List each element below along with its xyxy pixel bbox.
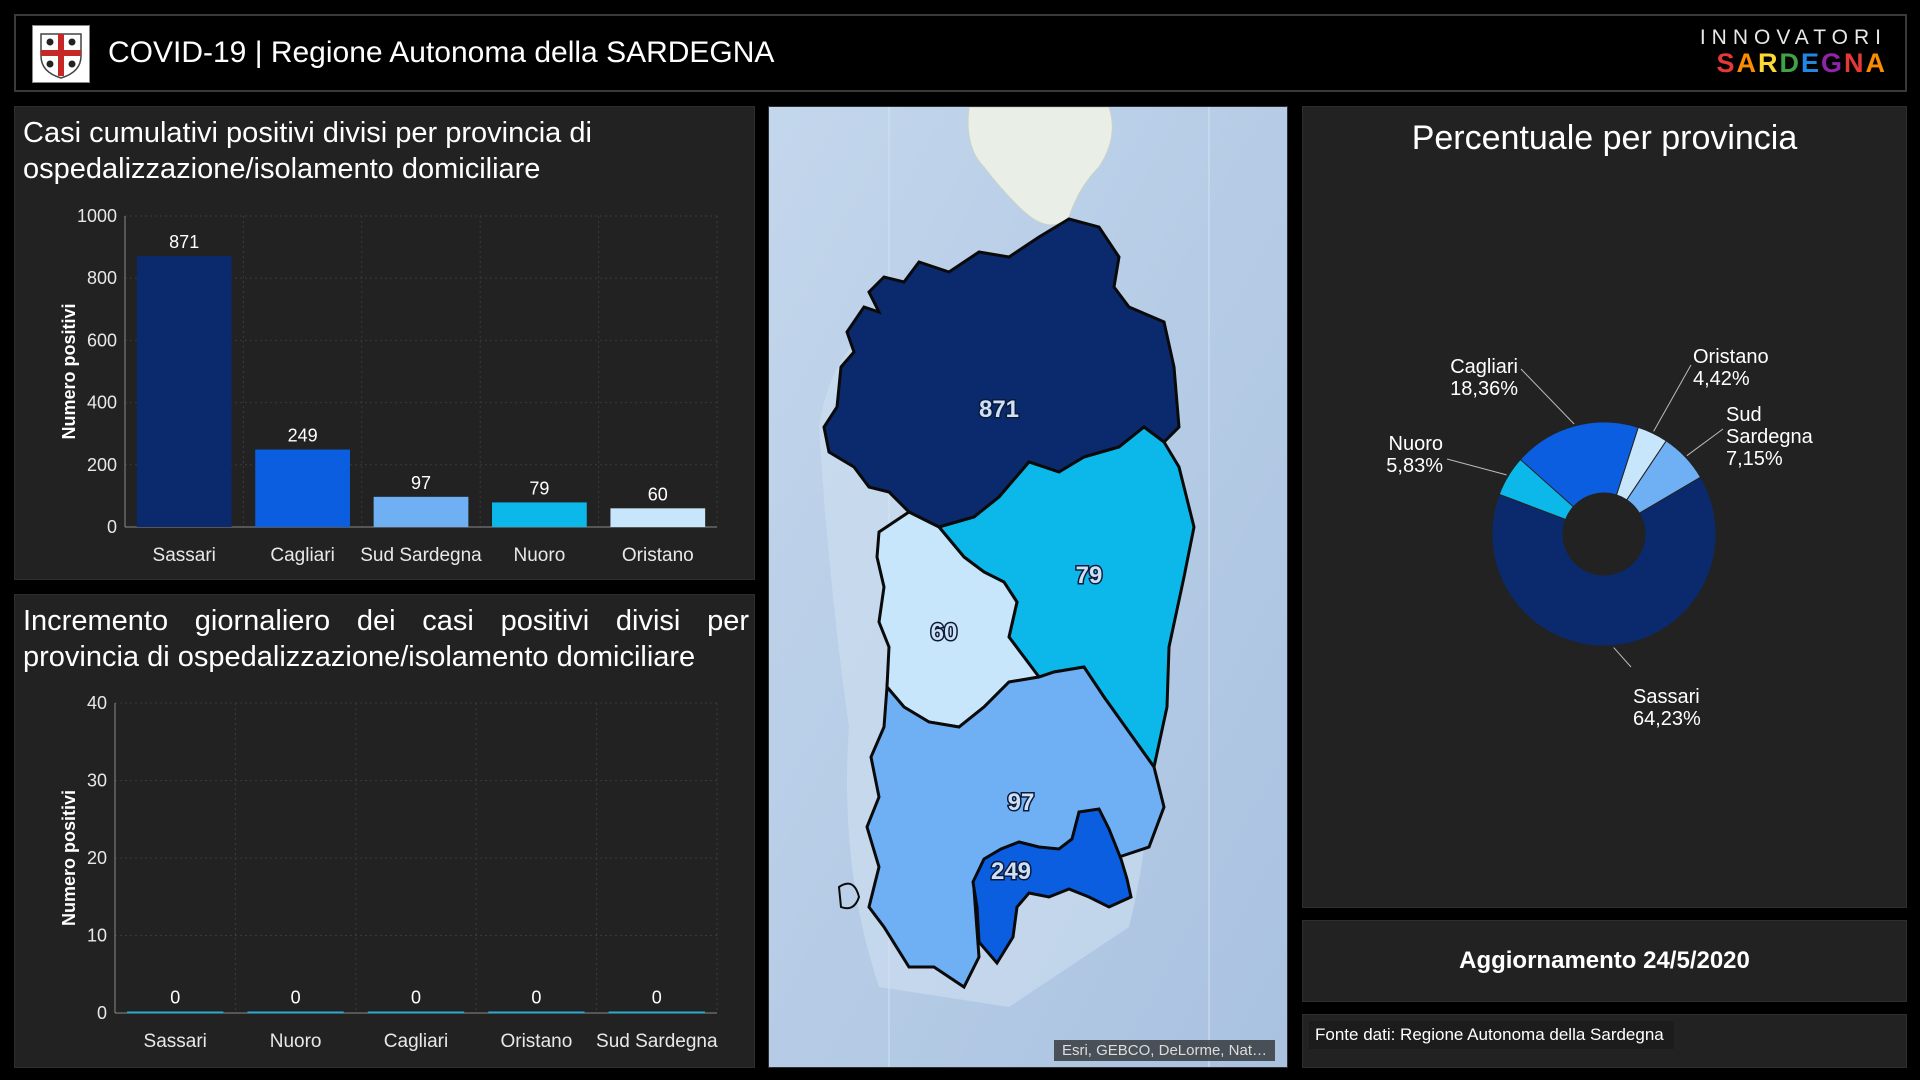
y-tick-label: 0	[97, 1003, 107, 1023]
x-tick-label: Sassari	[153, 545, 216, 566]
province-donut-chart[interactable]: Sassari 64,23% Nuoro 5,83%Cagliari 18,36% Ori…	[1303, 107, 1908, 909]
cumulative-chart-title: Casi cumulativi positivi divisi per prov…	[23, 117, 592, 185]
x-tick-label: Sud Sardegna	[596, 1031, 718, 1052]
y-tick-label: 1000	[77, 206, 117, 226]
y-tick-label: 200	[87, 455, 117, 475]
x-tick-label: Nuoro	[270, 1031, 322, 1052]
bar-value-label: 871	[169, 232, 199, 252]
bar-value-label: 0	[531, 988, 541, 1008]
header-bar: COVID-19 | Regione Autonoma della SARDEG…	[14, 14, 1907, 92]
slice-label: Nuoro 5,83%	[1386, 433, 1443, 477]
islet-sant-antioco	[837, 882, 861, 910]
sardinia-coat-of-arms-logo	[32, 25, 90, 83]
bar-value-label: 79	[529, 478, 549, 498]
map-panel[interactable]: 871 79 60 97 249 Esri, GEBCO, DeLorme, Nat…	[768, 106, 1288, 1068]
bar-cagliari[interactable]	[367, 1011, 465, 1014]
x-tick-label: Sassari	[144, 1031, 207, 1052]
sardinia-map[interactable]: 871 79 60 97 249	[769, 107, 1288, 1068]
slice-sud-sardegna[interactable]	[1626, 440, 1702, 514]
pie-chart-title: Percentuale per provincia	[1411, 119, 1798, 157]
bar-nuoro[interactable]	[247, 1011, 344, 1014]
bar-value-label: 0	[291, 988, 301, 1008]
bar-value-label: 0	[170, 988, 180, 1008]
map-label-sassari: 871	[979, 396, 1019, 423]
x-tick-label: Nuoro	[514, 545, 566, 566]
leader-line	[1520, 368, 1575, 425]
y-axis-title: Numero positivi	[59, 303, 79, 439]
leader-line	[1613, 647, 1632, 668]
region-cagliari[interactable]	[971, 807, 1133, 966]
x-tick-label: Cagliari	[270, 545, 334, 566]
brand-letter: A	[1736, 48, 1758, 78]
bar-sassari[interactable]	[136, 256, 232, 527]
bar-value-label: 0	[411, 988, 421, 1008]
leader-line	[1653, 364, 1692, 432]
bar-value-label: 97	[411, 473, 431, 493]
slice-label: Cagliari 18,36%	[1450, 356, 1518, 400]
map-attribution[interactable]: Esri, GEBCO, DeLorme, Nat…	[1053, 1040, 1275, 1061]
percentage-panel: Percentuale per provincia Sassari 64,23% N…	[1302, 106, 1907, 908]
corsica-island	[967, 107, 1113, 226]
x-tick-label: Sud Sardegna	[360, 545, 482, 566]
map-label-sud-sardegna: 97	[1008, 789, 1035, 816]
brand-bottom-text: SARDEGNA	[1700, 48, 1887, 79]
bar-sud-sardegna[interactable]	[608, 1011, 705, 1014]
y-tick-label: 0	[107, 517, 117, 537]
bar-oristano[interactable]	[488, 1011, 585, 1014]
daily-increment-panel: Incremento giornaliero dei casi positivi…	[14, 594, 755, 1068]
leader-line	[1446, 458, 1507, 476]
y-tick-label: 600	[87, 330, 117, 350]
bar-nuoro[interactable]	[492, 502, 587, 527]
data-source-text: Fonte dati: Regione Autonoma della Sarde…	[1309, 1021, 1674, 1049]
brand-letter: S	[1716, 48, 1737, 78]
update-panel: Aggiornamento 24/5/2020	[1302, 920, 1907, 1002]
daily-bar-chart[interactable]: 0 10 20 30 40 Numero positivi 0 Sassari 0 Nuoro 0 C…	[15, 595, 756, 1069]
bar-cagliari[interactable]	[255, 449, 350, 527]
slice-cagliari[interactable]	[1519, 421, 1639, 508]
map-label-oristano: 60	[931, 619, 958, 646]
map-label-nuoro: 79	[1076, 562, 1103, 589]
brand-letter: R	[1757, 48, 1780, 78]
x-tick-label: Cagliari	[384, 1031, 448, 1052]
y-axis-title: Numero positivi	[59, 790, 79, 926]
bar-value-label: 0	[652, 988, 662, 1008]
brand-letter: D	[1779, 48, 1801, 78]
bar-sud-sardegna[interactable]	[373, 496, 469, 527]
innovatori-sardegna-logo: INNOVATORI SARDEGNA	[1700, 26, 1887, 79]
cumulative-cases-panel: Casi cumulativi positivi divisi per prov…	[14, 106, 755, 580]
y-tick-label: 40	[87, 693, 107, 713]
brand-letter: A	[1865, 48, 1887, 78]
x-tick-label: Oristano	[500, 1031, 572, 1052]
x-tick-label: Oristano	[622, 545, 694, 566]
region-sassari[interactable]	[822, 217, 1181, 529]
brand-letter: N	[1844, 48, 1866, 78]
bar-value-label: 60	[648, 484, 668, 504]
source-panel: Fonte dati: Regione Autonoma della Sarde…	[1302, 1014, 1907, 1068]
leader-line	[1686, 428, 1724, 457]
map-label-cagliari: 249	[991, 858, 1031, 885]
bar-sassari[interactable]	[127, 1011, 224, 1014]
slice-label: Sud Sardegna 7,15%	[1726, 404, 1814, 470]
slice-sassari[interactable]	[1491, 476, 1717, 647]
y-tick-label: 20	[87, 848, 107, 868]
slice-label: Oristano 4,42%	[1693, 346, 1769, 390]
brand-letter: G	[1820, 48, 1844, 78]
map-value-labels: 871 79 60 97 249	[929, 395, 1104, 887]
bar-value-label: 249	[288, 426, 318, 446]
y-tick-label: 10	[87, 926, 107, 946]
cumulative-bar-chart[interactable]: 0 200 400 600 800 1000 Numero positivi 871 Sassa…	[15, 107, 756, 581]
slice-label: Sassari 64,23%	[1633, 686, 1701, 730]
y-tick-label: 30	[87, 771, 107, 791]
daily-chart-title: Incremento giornaliero dei casi positivi…	[23, 605, 749, 673]
app-title: COVID-19 | Regione Autonoma della SARDEG…	[108, 36, 775, 69]
bar-oristano[interactable]	[610, 508, 706, 527]
brand-top-text: INNOVATORI	[1699, 26, 1887, 49]
y-tick-label: 800	[87, 268, 117, 288]
brand-letter: E	[1800, 48, 1821, 78]
update-date-text: Aggiornamento 24/5/2020	[1459, 947, 1750, 974]
y-tick-label: 400	[87, 393, 117, 413]
